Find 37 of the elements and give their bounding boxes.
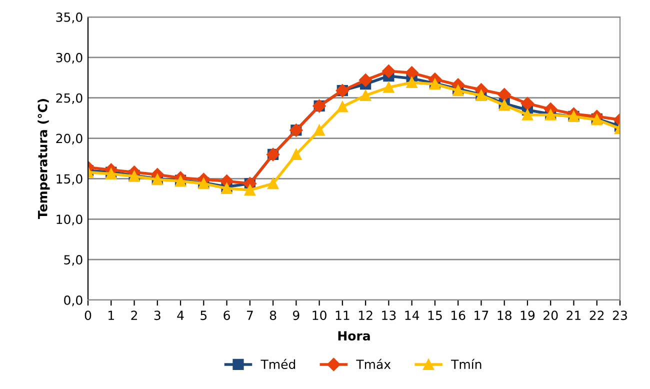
x-tick-label: 5	[200, 310, 207, 320]
x-tick-label: 0	[84, 310, 92, 320]
y-axis-title: Temperatura (°C)	[38, 99, 50, 219]
x-tick-label: 1	[108, 310, 114, 320]
y-tick-label: 5,0	[64, 255, 82, 266]
x-tick-label: 2	[131, 310, 137, 320]
x-tick-label: 12	[358, 310, 372, 320]
legend-label: Tmáx	[356, 358, 391, 370]
x-tick-label: 6	[224, 310, 230, 320]
x-tick-label: 13	[382, 310, 396, 320]
x-tick-label: 4	[177, 310, 184, 320]
x-tick-label: 14	[405, 310, 420, 320]
x-tick-label: 7	[246, 310, 253, 320]
x-tick-label: 8	[270, 310, 276, 320]
y-tick-label: 0,0	[64, 295, 82, 306]
y-tick-label: 20,0	[56, 134, 82, 144]
y-tick-label: 15,0	[56, 174, 82, 185]
legend-label: Tméd	[260, 358, 296, 370]
x-tick-label: 10	[312, 310, 326, 320]
x-tick-label: 9	[292, 310, 300, 320]
x-axis-title: Hora	[338, 331, 370, 341]
x-tick-label: 20	[544, 310, 558, 320]
y-tick-label: 35,0	[56, 12, 82, 24]
y-tick-label: 30,0	[56, 52, 82, 64]
y-tick-label: 25,0	[56, 93, 82, 104]
y-tick-label: 10,0	[56, 214, 82, 226]
x-tick-label: 3	[154, 310, 160, 320]
x-tick-label: 11	[336, 310, 350, 320]
legend-label: Tmín	[451, 358, 482, 369]
x-tick-label: 16	[452, 310, 466, 320]
x-tick-label: 22	[590, 310, 604, 320]
x-tick-label: 21	[566, 310, 581, 320]
x-tick-label: 15	[428, 310, 442, 320]
x-tick-label: 23	[612, 310, 627, 320]
x-tick-label: 17	[474, 310, 488, 320]
x-tick-label: 18	[498, 310, 512, 320]
x-tick-label: 19	[520, 310, 535, 320]
